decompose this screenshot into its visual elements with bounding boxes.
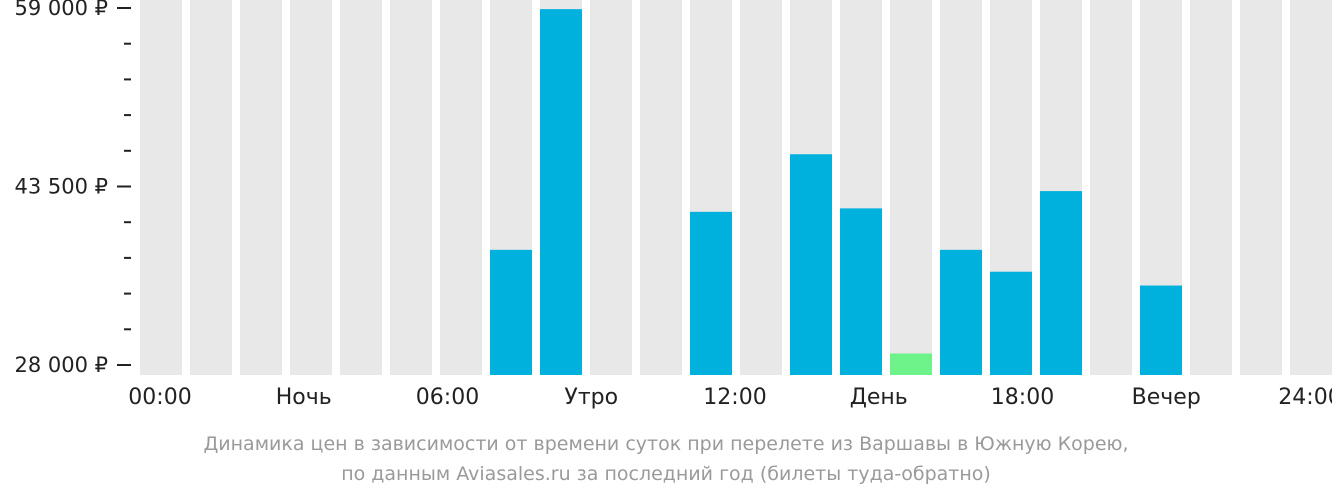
x-axis-label: 06:00	[416, 385, 479, 410]
price-by-hour-chart: 28 000 ₽ 43 500 ₽ 59 000 ₽ 00:00 Ночь 06:00 У…	[14, 0, 1332, 410]
background-column-23:00	[1290, 0, 1332, 375]
x-axis-label: Ночь	[276, 385, 332, 410]
x-axis-label: День	[850, 385, 908, 410]
y-axis: 28 000 ₽ 43 500 ₽ 59 000 ₽	[14, 0, 131, 377]
background-column-19:00	[1090, 0, 1132, 375]
bars	[490, 9, 1182, 376]
bar-14:00[interactable]	[840, 208, 882, 375]
background-column-15:00	[890, 0, 932, 375]
y-tick-label: 28 000 ₽	[14, 353, 108, 377]
background-column-10:00	[640, 0, 682, 375]
background-column-22:00	[1240, 0, 1282, 375]
bar-20:00[interactable]	[1140, 285, 1182, 375]
bar-17:00[interactable]	[990, 271, 1032, 375]
background-column-12:00	[740, 0, 782, 375]
background-column-03:00	[290, 0, 332, 375]
x-axis-label: Вечер	[1132, 385, 1201, 410]
background-column-00:00	[140, 0, 182, 375]
background-column-21:00	[1190, 0, 1232, 375]
background-column-09:00	[590, 0, 632, 375]
bar-07:00[interactable]	[490, 249, 532, 375]
background-column-01:00	[190, 0, 232, 375]
background-column-06:00	[440, 0, 482, 375]
x-axis-label: Утро	[564, 385, 618, 410]
x-axis-label: 24:00	[1278, 385, 1332, 410]
x-axis: 00:00 Ночь 06:00 Утро 12:00 День 18:00 Вечер 24:…	[128, 385, 1332, 410]
bar-16:00[interactable]	[940, 249, 982, 375]
background-column-02:00	[240, 0, 282, 375]
x-axis-label: 00:00	[128, 385, 191, 410]
chart-caption-line-2: по данным Aviasales.ru за последний год …	[341, 463, 991, 485]
y-tick-label: 59 000 ₽	[14, 0, 108, 20]
y-tick-label: 43 500 ₽	[14, 175, 108, 199]
x-axis-label: 18:00	[991, 385, 1054, 410]
x-axis-label: 12:00	[703, 385, 766, 410]
chart-caption-line-1: Динамика цен в зависимости от времени су…	[203, 433, 1129, 455]
bar-15:00[interactable]	[890, 353, 932, 375]
bar-08:00[interactable]	[540, 9, 582, 376]
background-column-04:00	[340, 0, 382, 375]
bar-13:00[interactable]	[790, 154, 832, 375]
bar-11:00[interactable]	[690, 211, 732, 375]
background-column-05:00	[390, 0, 432, 375]
bar-18:00[interactable]	[1040, 191, 1082, 375]
